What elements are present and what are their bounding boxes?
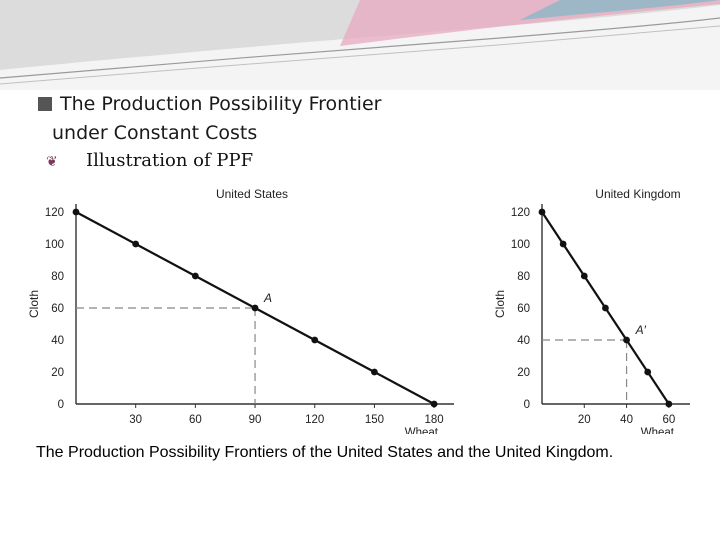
ppf-point xyxy=(371,368,378,376)
y-tick-label: 60 xyxy=(517,303,530,315)
subtitle: ❦ Illustration of PPF xyxy=(46,150,253,171)
x-tick-label: 40 xyxy=(620,414,633,426)
ppf-point xyxy=(72,208,80,216)
x-axis-label: Wheat xyxy=(405,427,439,434)
ppf-point xyxy=(623,336,630,344)
x-tick-label: 60 xyxy=(662,414,675,426)
figure-caption: The Production Possibility Frontiers of … xyxy=(36,444,614,461)
ppf-point xyxy=(538,208,546,216)
y-tick-label: 40 xyxy=(51,335,64,347)
y-tick-label: 80 xyxy=(517,271,530,283)
ppf-point xyxy=(644,368,652,376)
ppf-point xyxy=(132,240,140,248)
chart-title: United Kingdom xyxy=(595,187,680,201)
x-axis-label: Wheat xyxy=(641,427,675,434)
title-line-2: under Constant Costs xyxy=(52,122,258,144)
x-tick-label: 120 xyxy=(305,414,324,426)
ppf-point xyxy=(191,272,199,280)
x-tick-label: 20 xyxy=(578,414,591,426)
x-tick-label: 30 xyxy=(129,414,142,426)
y-tick-label: 120 xyxy=(511,207,530,219)
y-tick-label: 0 xyxy=(58,399,64,411)
header-decoration xyxy=(0,0,720,90)
annotation-label: A xyxy=(263,291,272,305)
ppf-point xyxy=(665,400,673,408)
chart-background xyxy=(28,176,466,434)
y-tick-label: 100 xyxy=(45,239,64,251)
x-tick-label: 180 xyxy=(425,414,444,426)
ppf-point xyxy=(311,336,319,344)
x-tick-label: 60 xyxy=(189,414,202,426)
chart-background xyxy=(494,176,702,434)
y-axis-label: Cloth xyxy=(493,290,507,318)
slide-title: The Production Possibility Frontier unde… xyxy=(38,90,598,148)
title-line-1: The Production Possibility Frontier xyxy=(60,93,382,115)
ppf-point xyxy=(602,304,609,312)
x-tick-label: 90 xyxy=(249,414,262,426)
y-axis-label: Cloth xyxy=(27,290,41,318)
x-tick-label: 150 xyxy=(365,414,384,426)
ppf-point xyxy=(430,400,438,408)
y-tick-label: 20 xyxy=(517,367,530,379)
y-tick-label: 120 xyxy=(45,207,64,219)
y-tick-label: 80 xyxy=(51,271,64,283)
ppf-point xyxy=(559,240,567,248)
chart-title: United States xyxy=(216,187,288,201)
y-tick-label: 60 xyxy=(51,303,64,315)
y-tick-label: 40 xyxy=(517,335,530,347)
y-tick-label: 0 xyxy=(524,399,530,411)
square-bullet-icon xyxy=(38,97,52,111)
ppf-point xyxy=(251,304,259,312)
y-tick-label: 100 xyxy=(511,239,530,251)
subtitle-text: Illustration of PPF xyxy=(86,150,254,171)
ornament-bullet-icon: ❦ xyxy=(46,154,58,170)
y-tick-label: 20 xyxy=(51,367,64,379)
annotation-label: A′ xyxy=(635,323,647,337)
ppf-point xyxy=(580,272,588,280)
